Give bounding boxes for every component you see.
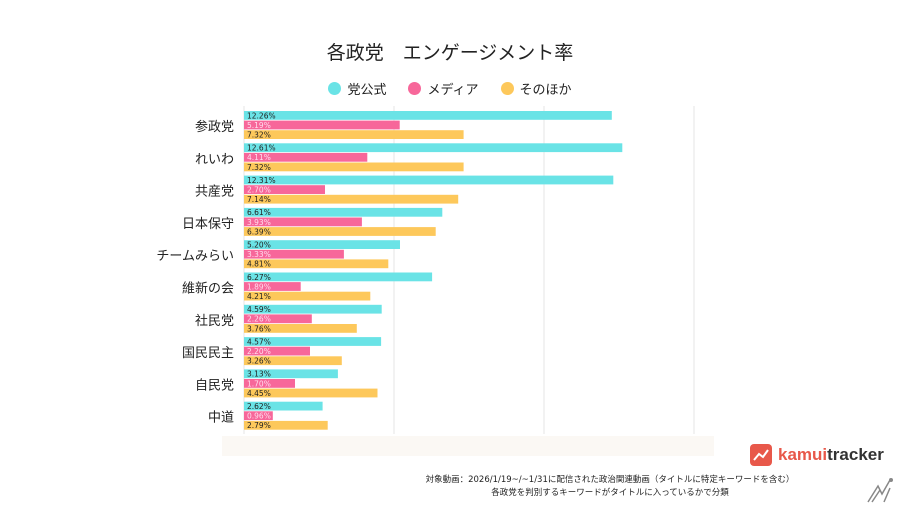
chart-title: 各政党 エンゲージメント率	[326, 42, 574, 64]
data-label: 4.57%	[247, 337, 271, 346]
data-label: 2.26%	[247, 315, 271, 324]
bar	[244, 379, 295, 388]
data-label: 3.26%	[247, 357, 271, 366]
bar	[244, 162, 464, 172]
bar	[244, 249, 344, 259]
data-label: 2.79%	[247, 421, 271, 430]
legend-label: 党公式	[347, 83, 387, 98]
bar	[244, 120, 400, 130]
data-label: 7.32%	[247, 163, 271, 172]
data-label: 3.33%	[247, 250, 271, 259]
bar	[244, 324, 357, 333]
bar	[244, 411, 273, 421]
bar	[244, 175, 614, 185]
legend-swatch	[408, 82, 422, 95]
category-label: 国民民主	[182, 346, 234, 361]
bar	[244, 130, 464, 139]
bar	[244, 111, 612, 120]
data-label: 4.21%	[247, 292, 271, 301]
category-label: 参政党	[195, 119, 234, 135]
data-label: 3.93%	[247, 218, 271, 227]
data-label: 12.61%	[247, 144, 276, 153]
data-label: 4.45%	[247, 389, 271, 398]
footnote-line: 対象動画：2026/1/19~/~1/31に配信された政治関連動画（タイトルに特…	[425, 475, 795, 485]
category-label: れいわ	[195, 152, 234, 167]
legend-label: メディア	[427, 83, 479, 98]
bar	[244, 240, 400, 249]
bar	[244, 259, 389, 269]
kamuitracker-logo: kamuitracker	[750, 444, 884, 466]
data-label: 12.31%	[247, 176, 276, 185]
data-label: 5.19%	[247, 121, 271, 130]
data-label: 2.70%	[247, 186, 271, 195]
bar	[244, 272, 433, 282]
data-label: 7.32%	[247, 131, 271, 140]
bar	[244, 282, 301, 291]
data-label: 12.26%	[247, 111, 276, 120]
footer-band	[222, 436, 714, 456]
category-label: 日本保守	[182, 217, 234, 232]
legend-swatch	[500, 82, 514, 95]
bar	[244, 337, 382, 346]
trend-icon	[750, 444, 772, 466]
bar-chart: 参政党12.26%5.19%7.32%れいわ12.61%4.11%7.32%共産…	[156, 106, 714, 456]
data-label: 6.27%	[247, 273, 271, 282]
footnote: 対象動画：2026/1/19~/~1/31に配信された政治関連動画（タイトルに特…	[400, 474, 820, 500]
legend: 党公式 メディア そのほか	[0, 79, 900, 98]
data-label: 4.59%	[247, 305, 271, 314]
data-label: 2.20%	[247, 347, 271, 356]
bar	[244, 185, 325, 194]
bar	[244, 207, 443, 217]
bar	[244, 369, 338, 379]
watermark-logo-icon	[867, 478, 893, 503]
data-label: 2.62%	[247, 402, 271, 411]
data-label: 6.39%	[247, 227, 271, 236]
bar	[244, 143, 623, 153]
bar	[244, 227, 436, 236]
data-label: 0.96%	[247, 412, 271, 421]
bar	[244, 194, 459, 204]
bar	[244, 420, 328, 430]
bar	[244, 152, 368, 162]
data-label: 3.13%	[247, 370, 271, 379]
data-label: 1.70%	[247, 379, 271, 388]
category-label: 社民党	[195, 313, 234, 329]
category-label: 維新の会	[182, 281, 234, 297]
legend-swatch	[328, 82, 342, 95]
category-label: 共産党	[195, 184, 234, 200]
data-label: 4.81%	[247, 260, 271, 269]
bar	[244, 314, 312, 324]
bar	[244, 388, 378, 398]
data-label: 1.89%	[247, 282, 271, 291]
legend-item-other: そのほか	[500, 79, 572, 98]
data-label: 6.61%	[247, 208, 271, 217]
bar	[244, 356, 342, 366]
data-label: 5.20%	[247, 241, 271, 250]
category-label: 中道	[208, 411, 234, 426]
bar	[244, 401, 323, 411]
data-label: 4.11%	[247, 153, 271, 162]
category-label: チームみらい	[156, 249, 234, 264]
legend-item-official: 党公式	[328, 79, 386, 98]
footnote-line: 各政党を判別するキーワードがタイトルに入っているかで分類	[491, 488, 729, 498]
category-label: 自民党	[195, 378, 234, 393]
bar	[244, 304, 382, 314]
bar	[244, 346, 310, 356]
data-label: 7.14%	[247, 195, 271, 204]
bar	[244, 217, 362, 227]
data-label: 3.76%	[247, 324, 271, 333]
legend-label: そのほか	[519, 83, 572, 98]
bar	[244, 291, 371, 301]
legend-item-media: メディア	[408, 79, 479, 98]
